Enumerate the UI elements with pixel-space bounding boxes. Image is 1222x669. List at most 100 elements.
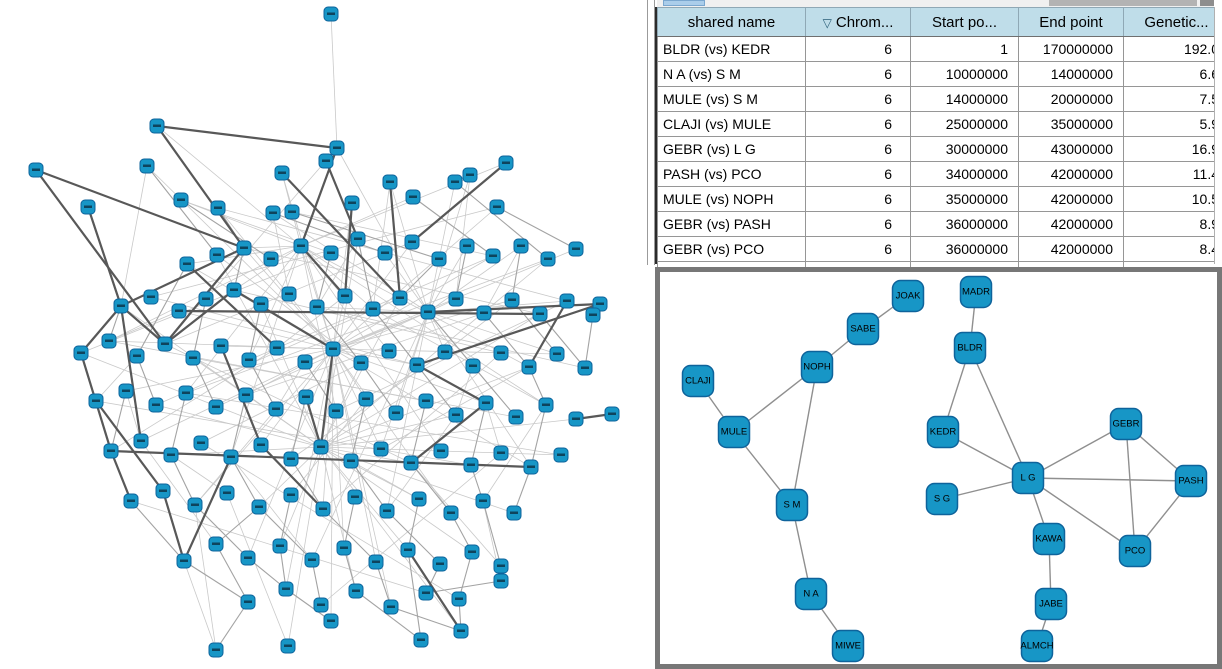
network-node[interactable] (1109, 407, 1143, 441)
node-sg[interactable]: S G (925, 482, 959, 516)
table-cell-end[interactable]: 42000000 (1018, 186, 1124, 212)
h-scrollbar-segment[interactable] (1049, 0, 1197, 6)
network-node[interactable] (1011, 461, 1045, 495)
table-row[interactable]: PASH (vs) PCO 6 34000000 42000000 11.4 (657, 161, 1222, 187)
table-cell-start[interactable]: 34000000 (910, 161, 1019, 187)
table-cell-genetic[interactable]: 11.4 (1123, 161, 1222, 187)
column-header-genetic[interactable]: Genetic... (1123, 7, 1222, 37)
table-cell-chrom[interactable]: 6 (805, 186, 911, 212)
table-cell-genetic[interactable]: 8.9 (1123, 211, 1222, 237)
node-almch[interactable]: ALMCH (1020, 629, 1054, 663)
node-jabe[interactable]: JABE (1034, 587, 1068, 621)
table-cell-genetic[interactable]: 192.0 (1123, 36, 1222, 62)
network-node[interactable] (925, 482, 959, 516)
node-madr[interactable]: MADR (959, 275, 993, 309)
node-pco[interactable]: PCO (1118, 534, 1152, 568)
table-cell-start[interactable]: 36000000 (910, 211, 1019, 237)
network-node[interactable] (959, 275, 993, 309)
h-scrollbar-thumb[interactable] (663, 0, 705, 6)
table-cell-chrom[interactable]: 6 (805, 36, 911, 62)
table-cell-start[interactable]: 14000000 (910, 86, 1019, 112)
table-cell-end[interactable]: 170000000 (1018, 36, 1124, 62)
network-node[interactable] (681, 364, 715, 398)
node-claji[interactable]: CLAJI (681, 364, 715, 398)
column-header-shared-name[interactable]: shared name (657, 7, 806, 37)
table-cell-name[interactable]: GEBR (vs) PCO (657, 236, 806, 262)
network-node[interactable] (1032, 522, 1066, 556)
table-cell-name[interactable]: BLDR (vs) KEDR (657, 36, 806, 62)
network-node[interactable] (926, 415, 960, 449)
table-cell-chrom[interactable]: 6 (805, 211, 911, 237)
table-cell-name[interactable]: MULE (vs) NOPH (657, 186, 806, 212)
table-cell-chrom[interactable]: 6 (805, 86, 911, 112)
node-joak[interactable]: JOAK (891, 279, 925, 313)
node-bldr[interactable]: BLDR (953, 331, 987, 365)
node-gebr[interactable]: GEBR (1109, 407, 1143, 441)
table-row[interactable]: GEBR (vs) PASH 6 36000000 42000000 8.9 (657, 211, 1222, 237)
table-cell-end[interactable]: 43000000 (1018, 136, 1124, 162)
table-cell-chrom[interactable]: 6 (805, 61, 911, 87)
table-cell-genetic[interactable]: 6.6 (1123, 61, 1222, 87)
table-cell-genetic[interactable]: 16.9 (1123, 136, 1222, 162)
table-cell-start[interactable]: 10000000 (910, 61, 1019, 87)
node-pash[interactable]: PASH (1174, 464, 1208, 498)
table-cell-genetic[interactable]: 5.9 (1123, 111, 1222, 137)
table-row[interactable]: CLAJI (vs) MULE 6 25000000 35000000 5.9 (657, 111, 1222, 137)
table-cell-end[interactable]: 42000000 (1018, 161, 1124, 187)
table-cell-end[interactable]: 42000000 (1018, 236, 1124, 262)
table-row[interactable]: GEBR (vs) L G 6 30000000 43000000 16.9 (657, 136, 1222, 162)
node-kedr[interactable]: KEDR (926, 415, 960, 449)
table-cell-name[interactable]: N A (vs) S M (657, 61, 806, 87)
network-node[interactable] (846, 312, 880, 346)
table-cell-chrom[interactable]: 6 (805, 136, 911, 162)
table-cell-start[interactable]: 25000000 (910, 111, 1019, 137)
network-node[interactable] (775, 488, 809, 522)
network-node[interactable] (1118, 534, 1152, 568)
table-cell-chrom[interactable]: 6 (805, 236, 911, 262)
node-noph[interactable]: NOPH (800, 350, 834, 384)
table-row[interactable]: GEBR (vs) PCO 6 36000000 42000000 8.4 (657, 236, 1222, 262)
table-cell-name[interactable]: MULE (vs) S M (657, 86, 806, 112)
network-node[interactable] (800, 350, 834, 384)
table-cell-end[interactable]: 14000000 (1018, 61, 1124, 87)
column-header-start-po[interactable]: Start po... (910, 7, 1019, 37)
table-cell-name[interactable]: CLAJI (vs) MULE (657, 111, 806, 137)
table-cell-start[interactable]: 36000000 (910, 236, 1019, 262)
network-node[interactable] (794, 577, 828, 611)
table-row[interactable]: N A (vs) S M 6 10000000 14000000 6.6 (657, 61, 1222, 87)
node-kawa[interactable]: KAWA (1032, 522, 1066, 556)
node-sabe[interactable]: SABE (846, 312, 880, 346)
table-row[interactable]: MULE (vs) S M 6 14000000 20000000 7.5 (657, 86, 1222, 112)
table-cell-start[interactable]: 35000000 (910, 186, 1019, 212)
node-sm[interactable]: S M (775, 488, 809, 522)
node-mule[interactable]: MULE (717, 415, 751, 449)
table-cell-chrom[interactable]: 6 (805, 161, 911, 187)
table-cell-end[interactable]: 42000000 (1018, 211, 1124, 237)
column-header-end-point[interactable]: End point (1018, 7, 1124, 37)
table-cell-start[interactable]: 30000000 (910, 136, 1019, 162)
table-cell-genetic[interactable]: 8.4 (1123, 236, 1222, 262)
network-node[interactable] (891, 279, 925, 313)
network-node[interactable] (831, 629, 865, 663)
network-node[interactable] (1174, 464, 1208, 498)
table-cell-name[interactable]: PASH (vs) PCO (657, 161, 806, 187)
filter-icon[interactable]: ▽ (822, 15, 832, 30)
network-node[interactable] (1020, 629, 1054, 663)
table-row[interactable]: BLDR (vs) KEDR 6 1 170000000 192.0 (657, 36, 1222, 62)
table-cell-start[interactable]: 1 (910, 36, 1019, 62)
panel-splitter[interactable] (647, 0, 655, 265)
table-cell-genetic[interactable]: 7.5 (1123, 86, 1222, 112)
node-lg[interactable]: L G (1011, 461, 1045, 495)
table-row[interactable]: MULE (vs) NOPH 6 35000000 42000000 10.5 (657, 186, 1222, 212)
network-node[interactable] (1034, 587, 1068, 621)
table-cell-chrom[interactable]: 6 (805, 111, 911, 137)
table-cell-name[interactable]: GEBR (vs) L G (657, 136, 806, 162)
table-cell-end[interactable]: 20000000 (1018, 86, 1124, 112)
h-scrollbar[interactable] (657, 0, 1214, 7)
table-cell-name[interactable]: GEBR (vs) PASH (657, 211, 806, 237)
column-header-chrom[interactable]: ▽ Chrom... (805, 7, 911, 37)
network-node[interactable] (953, 331, 987, 365)
network-node[interactable] (717, 415, 751, 449)
v-scrollbar-track[interactable] (1214, 7, 1222, 264)
table-cell-genetic[interactable]: 10.5 (1123, 186, 1222, 212)
